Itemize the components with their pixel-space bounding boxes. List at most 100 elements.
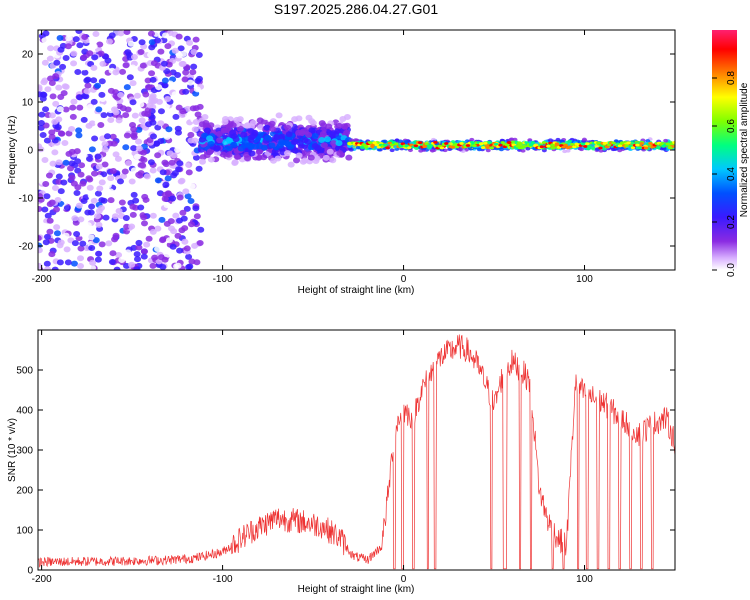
spectrogram-cell [90, 64, 98, 71]
spectrogram-cell [428, 144, 434, 147]
spectrogram-cell [370, 144, 375, 148]
spectrogram-cell [186, 79, 194, 86]
spectrogram-cell [185, 162, 193, 169]
spectrogram-cell [157, 120, 165, 127]
spectrogram-cell [107, 87, 115, 94]
spectrogram-cell [162, 103, 170, 110]
y-tick-label: 0 [27, 146, 33, 157]
spectrogram-cell [264, 134, 272, 141]
spectrogram-cell [151, 97, 159, 104]
spectrogram-cell [95, 174, 103, 181]
y-tick-label: 500 [16, 366, 33, 377]
spectrogram-cell [237, 145, 245, 152]
spectrogram-cell [524, 141, 529, 145]
spectrogram-cell [46, 217, 54, 224]
spectrogram-cell [76, 104, 84, 111]
spectrogram-cell [61, 83, 69, 90]
spectrogram-cell [104, 133, 112, 140]
spectrogram-cell [225, 145, 233, 152]
spectrogram-cell [38, 84, 43, 91]
spectrogram-cell [203, 127, 211, 134]
spectrogram-cell [287, 161, 295, 168]
spectrogram-cell [320, 122, 328, 129]
spectrogram-cell [326, 148, 334, 155]
spectrogram-cell [67, 165, 75, 172]
spectrogram-cell [107, 197, 115, 204]
spectrogram-cell [41, 37, 49, 44]
spectrogram-cell [51, 185, 59, 192]
spectrogram-cell [177, 45, 185, 52]
spectrogram-cell [121, 168, 129, 175]
x-tick-label: 100 [576, 274, 593, 285]
spectrogram-cell [115, 207, 123, 214]
spectrogram-cell [42, 51, 50, 58]
spectrogram-cell [512, 137, 518, 142]
spectrogram-cell [140, 214, 148, 221]
spectrogram-cell [132, 197, 140, 204]
spectrogram-cell [162, 32, 170, 39]
spectrogram-cell [389, 148, 395, 153]
spectrogram-cell [70, 180, 78, 187]
spectrogram-cell [105, 240, 113, 247]
spectrogram-cell [108, 259, 116, 266]
spectrogram-cell [73, 230, 81, 237]
spectrogram-cell [98, 179, 106, 186]
spectrogram-cell [118, 199, 126, 206]
x-tick-label: 100 [576, 574, 593, 585]
spectrogram-cell [43, 260, 51, 267]
spectrogram-cell [145, 121, 153, 128]
spectrogram-cell [154, 177, 162, 184]
spectrogram-cell [42, 106, 50, 113]
spectrogram-cell [623, 136, 629, 141]
spectrogram-cell [81, 33, 89, 40]
spectrogram-cell [56, 106, 64, 113]
spectrogram-cell [174, 232, 182, 239]
spectrogram-cell [150, 60, 158, 67]
spectrogram-cell [163, 202, 171, 209]
colorbar-label: Normalized spectral amplitude [739, 82, 750, 217]
y-tick-label: 200 [16, 486, 33, 497]
spectrogram-cell [97, 122, 105, 129]
spectrogram-cell [104, 182, 112, 189]
spectrogram-cell [240, 110, 248, 117]
spectrogram-cell [115, 117, 123, 124]
spectrogram-cell [53, 206, 61, 213]
spectrogram-cell [46, 228, 54, 235]
spectrogram-cell [41, 59, 49, 66]
spectrogram-cell [186, 39, 194, 46]
spectrogram-cell [157, 108, 165, 115]
spectrogram-cell [570, 142, 575, 146]
spectrogram-cell [45, 172, 53, 179]
spectrogram-cell [236, 125, 244, 132]
spectrogram-cell [48, 133, 56, 140]
spectrogram-cell [96, 185, 104, 192]
spectrogram-cell [447, 147, 453, 152]
spectrogram-cell [359, 145, 365, 150]
spectrogram-cell [554, 142, 560, 146]
spectrogram-cell [429, 148, 435, 153]
spectrogram-cell [89, 264, 97, 270]
spectrogram-cell [199, 154, 207, 161]
spectrogram-cell [268, 142, 276, 149]
spectrogram-cell [363, 144, 369, 148]
spectrogram-cell [398, 144, 403, 148]
spectrogram-cell [480, 146, 486, 149]
spectrogram-cell [243, 122, 251, 129]
spectrogram-cell [207, 140, 215, 147]
spectrogram-cell [186, 263, 194, 270]
spectrogram-cell [171, 200, 179, 207]
spectrogram-cell [144, 188, 152, 195]
spectrogram-cell [70, 98, 78, 105]
spectrogram-cell [113, 47, 121, 54]
spectrogram-cell [154, 245, 162, 252]
spectrogram-cell [494, 142, 499, 146]
spectrogram-cell [111, 106, 119, 113]
spectrogram-cell [307, 154, 315, 161]
spectrogram-cell [97, 50, 105, 57]
spectrogram-cell [98, 78, 106, 85]
spectrogram-cell [137, 204, 145, 211]
spectrogram-cell [38, 119, 45, 126]
spectrogram-cell [53, 224, 61, 231]
spectrogram-cell [478, 142, 484, 146]
spectrogram-cell [263, 124, 271, 131]
